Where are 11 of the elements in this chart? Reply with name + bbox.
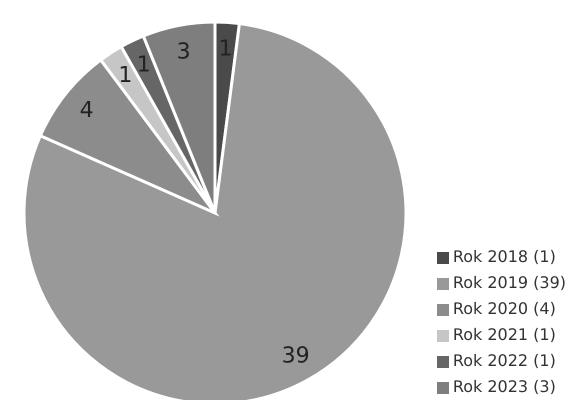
data-label: 1 bbox=[136, 52, 151, 78]
data-label: 1 bbox=[118, 62, 132, 88]
legend-label: Rok 2019 (39) bbox=[452, 273, 566, 292]
data-label: 4 bbox=[80, 98, 94, 124]
data-label: 3 bbox=[176, 39, 191, 64]
data-label: 39 bbox=[282, 344, 310, 369]
legend-label: Rok 2023 (3) bbox=[452, 377, 556, 396]
legend-label: Rok 2018 (1) bbox=[452, 247, 556, 266]
legend-label: Rok 2020 (4) bbox=[452, 299, 556, 318]
legend-label: Rok 2021 (1) bbox=[452, 325, 556, 344]
legend-label: Rok 2022 (1) bbox=[452, 351, 556, 370]
